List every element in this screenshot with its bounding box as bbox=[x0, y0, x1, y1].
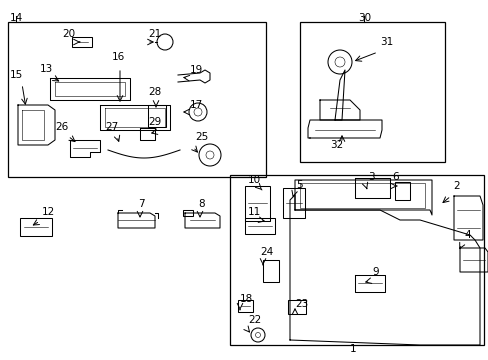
Text: 19: 19 bbox=[190, 65, 203, 75]
Text: 20: 20 bbox=[62, 29, 75, 39]
Text: 2: 2 bbox=[452, 181, 459, 191]
Bar bbox=[183, 210, 193, 216]
Text: 14: 14 bbox=[10, 13, 23, 23]
Text: 6: 6 bbox=[391, 172, 398, 182]
Text: 24: 24 bbox=[260, 247, 273, 257]
Text: 23: 23 bbox=[294, 299, 307, 309]
Text: 8: 8 bbox=[198, 199, 204, 209]
Bar bbox=[299, 22, 444, 162]
Text: 29: 29 bbox=[148, 117, 161, 127]
Bar bbox=[20, 218, 52, 236]
Text: 26: 26 bbox=[55, 122, 68, 132]
Bar bbox=[238, 300, 252, 312]
Text: 25: 25 bbox=[195, 132, 208, 142]
Text: 31: 31 bbox=[379, 37, 392, 47]
Bar bbox=[244, 186, 269, 221]
Text: 32: 32 bbox=[329, 140, 343, 150]
Text: 4: 4 bbox=[463, 230, 469, 240]
Bar bbox=[394, 182, 409, 200]
Text: 13: 13 bbox=[40, 64, 53, 74]
Text: 5: 5 bbox=[295, 180, 302, 190]
Text: 16: 16 bbox=[112, 52, 125, 62]
Text: 17: 17 bbox=[190, 100, 203, 110]
Text: 27: 27 bbox=[105, 122, 118, 132]
Text: 10: 10 bbox=[247, 175, 261, 185]
Bar bbox=[287, 300, 305, 314]
Text: 28: 28 bbox=[148, 87, 161, 97]
Text: 7: 7 bbox=[138, 199, 144, 209]
Text: 21: 21 bbox=[148, 29, 161, 39]
Bar bbox=[244, 218, 274, 234]
Bar bbox=[283, 188, 305, 218]
Bar bbox=[263, 260, 279, 282]
Text: 30: 30 bbox=[357, 13, 370, 23]
Text: 9: 9 bbox=[371, 267, 378, 277]
Bar bbox=[72, 37, 92, 47]
Text: 18: 18 bbox=[240, 294, 253, 304]
Text: 15: 15 bbox=[10, 70, 23, 80]
Text: 22: 22 bbox=[247, 315, 261, 325]
Bar bbox=[8, 22, 265, 177]
Bar bbox=[229, 175, 483, 345]
Text: 3: 3 bbox=[367, 172, 374, 182]
Text: 12: 12 bbox=[42, 207, 55, 217]
Bar bbox=[148, 105, 165, 127]
Text: 11: 11 bbox=[247, 207, 261, 217]
Text: 1: 1 bbox=[349, 344, 356, 354]
